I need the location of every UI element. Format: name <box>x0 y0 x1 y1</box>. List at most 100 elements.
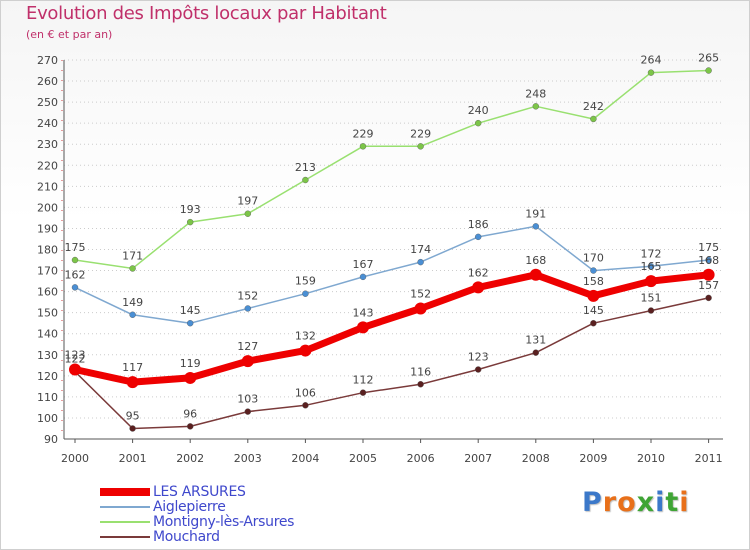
data-label: 186 <box>468 218 489 231</box>
data-point <box>587 289 600 302</box>
logo-letter: r <box>602 487 618 518</box>
y-tick-label: 200 <box>37 201 58 214</box>
data-label: 167 <box>353 258 374 271</box>
data-point <box>590 115 597 123</box>
data-label: 145 <box>180 304 201 317</box>
data-point <box>705 294 712 302</box>
data-point <box>129 425 136 432</box>
legend-label: Aiglepierre <box>153 499 226 515</box>
data-point <box>299 344 312 357</box>
y-tick-label: 190 <box>37 222 58 235</box>
data-point <box>244 305 252 312</box>
y-tick-label: 130 <box>37 349 58 362</box>
y-tick-label: 90 <box>44 433 58 446</box>
data-label: 96 <box>183 407 197 420</box>
data-point <box>532 103 539 110</box>
x-tick-label: 2006 <box>407 452 435 465</box>
data-label: 213 <box>295 161 316 174</box>
chart-title: Evolution des Impôts locaux par Habitant <box>26 3 387 24</box>
series-line <box>74 297 710 430</box>
data-point <box>244 408 252 415</box>
data-label: 152 <box>237 289 258 302</box>
data-label: 264 <box>641 54 662 67</box>
data-point <box>647 69 655 76</box>
data-point <box>417 258 424 266</box>
data-point <box>184 371 197 384</box>
data-point <box>590 319 597 327</box>
data-label: 229 <box>410 127 431 140</box>
data-point <box>302 176 309 184</box>
data-label: 116 <box>410 365 431 378</box>
legend-label: Mouchard <box>153 529 220 545</box>
data-label: 103 <box>237 393 258 406</box>
y-tick-label: 220 <box>37 159 58 172</box>
data-label: 171 <box>122 249 143 262</box>
data-point <box>645 275 657 288</box>
data-label: 123 <box>65 349 86 362</box>
y-tick-label: 110 <box>37 391 58 404</box>
y-tick-label: 270 <box>37 54 58 67</box>
x-tick-label: 2001 <box>119 452 147 465</box>
data-point <box>244 210 252 217</box>
data-point <box>647 307 655 314</box>
data-label: 132 <box>295 330 316 343</box>
data-label: 95 <box>126 409 140 422</box>
data-label: 152 <box>410 287 431 300</box>
x-tick-label: 2008 <box>522 452 550 465</box>
data-label: 193 <box>180 203 201 216</box>
data-label: 265 <box>698 52 719 65</box>
data-label: 165 <box>641 260 662 273</box>
data-point <box>532 223 539 230</box>
data-point <box>647 263 655 270</box>
data-label: 175 <box>698 241 719 254</box>
data-label: 119 <box>180 357 201 370</box>
data-label: 143 <box>353 306 374 319</box>
logo-letter: o <box>617 487 637 518</box>
data-point <box>69 363 81 376</box>
data-label: 240 <box>468 104 489 117</box>
logo-letter: P <box>582 487 603 518</box>
data-point <box>71 284 79 291</box>
data-point <box>186 218 194 226</box>
y-tick-label: 150 <box>37 307 58 320</box>
data-point <box>475 366 482 373</box>
logo-letter: t <box>665 487 680 518</box>
data-label: 117 <box>122 361 143 374</box>
data-point <box>417 381 424 388</box>
data-label: 151 <box>641 292 662 305</box>
series-line <box>74 69 710 270</box>
data-point <box>186 423 194 430</box>
y-tick-label: 180 <box>37 244 58 257</box>
x-tick-label: 2000 <box>61 452 89 465</box>
data-point <box>417 143 424 150</box>
data-point <box>472 281 485 294</box>
data-label: 106 <box>295 386 316 399</box>
legend-label: Montigny-lès-Arsures <box>153 514 295 530</box>
data-label: 172 <box>641 247 662 260</box>
series-line <box>74 225 710 324</box>
data-point <box>705 67 712 74</box>
data-label: 123 <box>468 351 489 364</box>
data-label: 168 <box>698 254 719 267</box>
proxiti-logo: Proxiti <box>582 487 690 518</box>
data-point <box>475 119 482 127</box>
logo-letter: x <box>636 487 656 518</box>
data-point <box>129 311 136 318</box>
x-tick-label: 2007 <box>464 452 492 465</box>
y-tick-label: 260 <box>37 75 58 88</box>
x-tick-label: 2004 <box>291 452 319 465</box>
data-label: 229 <box>353 127 374 140</box>
y-tick-label: 210 <box>37 180 58 193</box>
y-tick-label: 230 <box>37 138 58 151</box>
data-label: 162 <box>65 268 86 281</box>
data-label: 248 <box>525 87 546 100</box>
x-tick-label: 2005 <box>349 452 377 465</box>
y-tick-label: 120 <box>37 370 58 383</box>
data-point <box>414 302 427 315</box>
x-tick-label: 2011 <box>695 452 723 465</box>
legend-swatch <box>100 506 150 508</box>
data-label: 242 <box>583 100 604 113</box>
data-label: 162 <box>468 266 489 279</box>
data-point <box>359 143 367 150</box>
